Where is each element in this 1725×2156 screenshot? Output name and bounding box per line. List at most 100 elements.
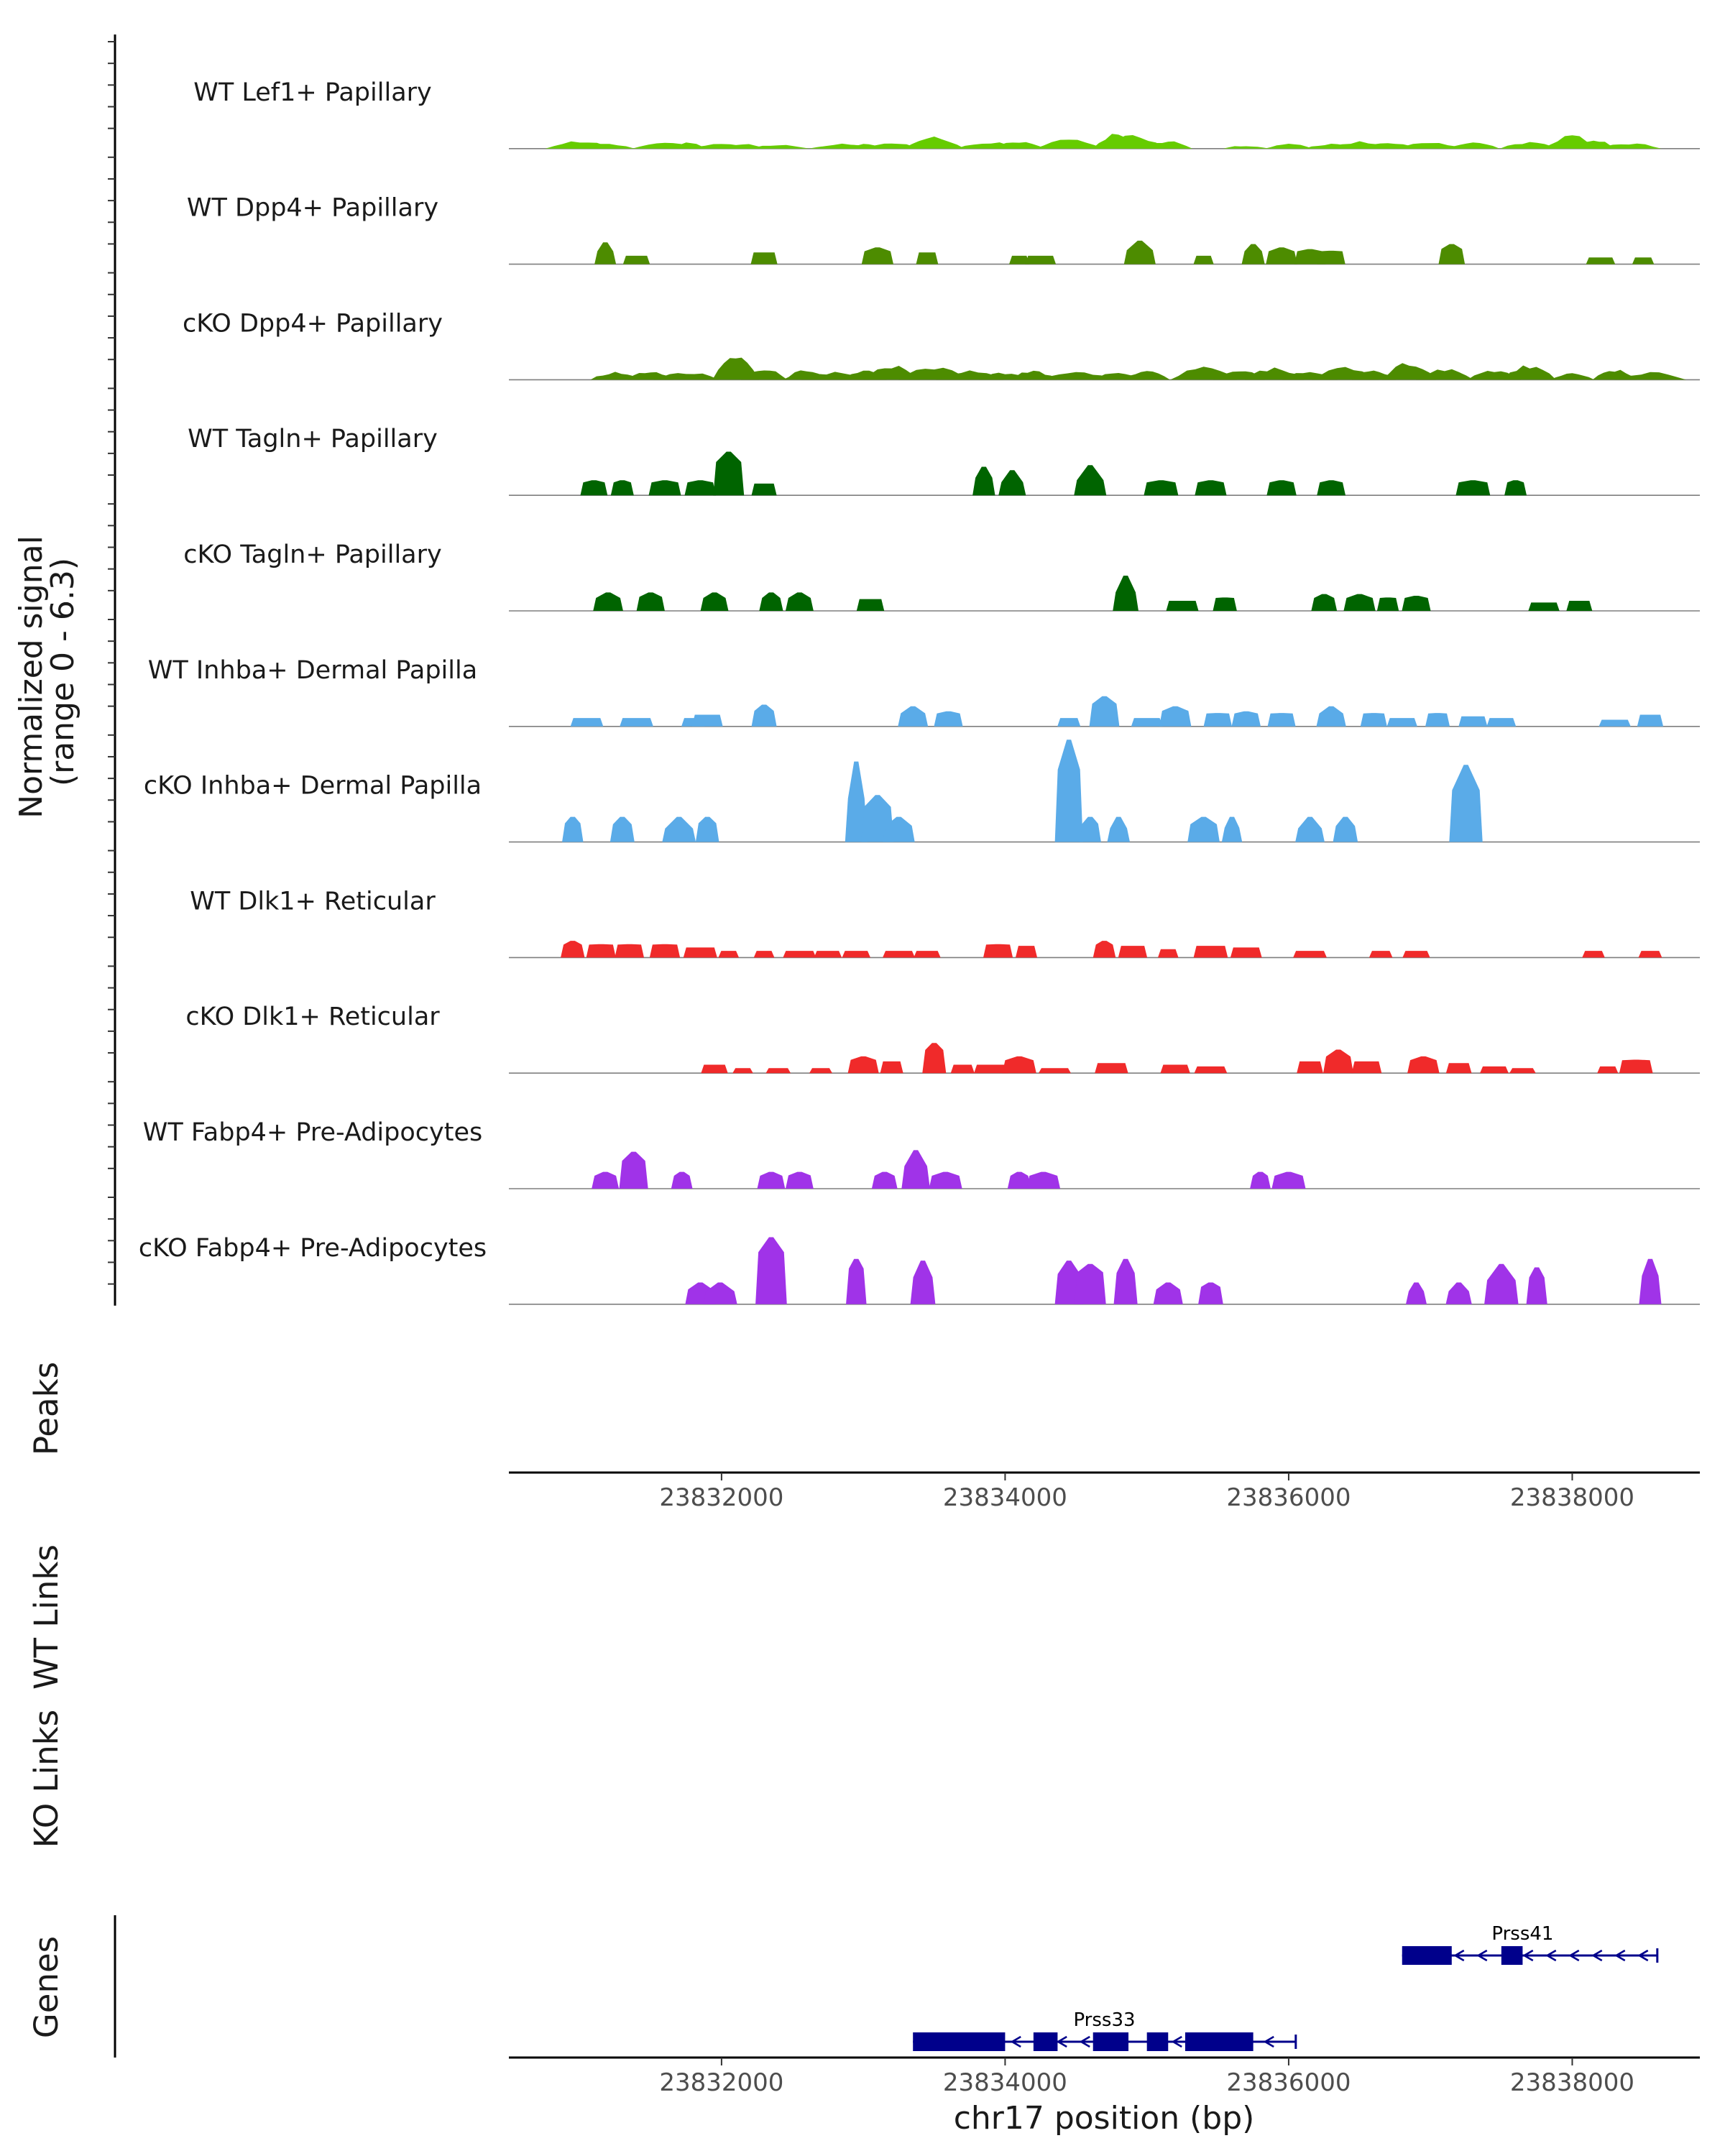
- coverage-peak: [691, 714, 723, 727]
- coverage-peak: [1632, 257, 1655, 264]
- coverage-peak: [1376, 597, 1399, 611]
- coverage-track: WT Tagln+ Papillary: [188, 425, 1700, 497]
- coverage-peak: [1079, 816, 1101, 842]
- coverage-peak: [1144, 480, 1179, 496]
- coverage-peak: [1405, 1282, 1427, 1304]
- coverage-peak: [993, 142, 1046, 149]
- coverage-peak: [592, 1171, 620, 1189]
- coverage-peak: [1271, 1171, 1306, 1189]
- track-label: WT Dlk1+ Reticular: [190, 887, 436, 916]
- gene-exon: [913, 2032, 1006, 2051]
- coverage-peak: [1042, 372, 1110, 380]
- coverage-peak: [1386, 718, 1417, 727]
- coverage-peak: [1009, 255, 1030, 264]
- coverage-peak: [700, 592, 729, 611]
- coverage-peak: [1415, 369, 1473, 380]
- coverage-peak: [1223, 146, 1269, 149]
- coverage-peak: [916, 252, 939, 264]
- coverage-peak: [1407, 1056, 1440, 1074]
- genes-panel-label: Genes: [27, 1936, 65, 2038]
- coverage-peak: [934, 711, 963, 727]
- coverage-peak: [1614, 372, 1686, 380]
- coverage-peak: [1195, 480, 1227, 496]
- gene-exon: [1402, 1946, 1452, 1965]
- coverage-peak: [1038, 1068, 1071, 1074]
- coverage-peak: [580, 480, 608, 496]
- coverage-peak: [751, 704, 777, 727]
- strand-arrow: [1056, 2035, 1067, 2048]
- coverage-peak: [1159, 706, 1192, 727]
- coverage-peak: [998, 470, 1026, 496]
- coverage-peak: [1025, 255, 1057, 264]
- track-label: cKO Dlk1+ Reticular: [185, 1003, 440, 1031]
- coverage-peak: [590, 372, 640, 380]
- strand-arrow: [1171, 2035, 1182, 2048]
- coverage-peak: [1123, 240, 1156, 264]
- coverage-peak: [1596, 143, 1662, 149]
- coverage-peak: [846, 1258, 867, 1304]
- coverage-peak: [1241, 244, 1265, 264]
- x-tick-label: 23834000: [943, 1483, 1067, 1512]
- strand-arrow: [1637, 1949, 1649, 1962]
- coverage-peak: [1267, 713, 1296, 727]
- coverage-peak: [751, 483, 777, 496]
- coverage-peak: [1637, 714, 1664, 727]
- y-axis-title: Normalized signal (range 0 - 6.3): [13, 525, 81, 819]
- coverage-peak: [922, 1043, 947, 1074]
- coverage-peak: [1598, 719, 1631, 727]
- coverage-track: cKO Tagln+ Papillary: [183, 540, 1700, 612]
- coverage-peak: [1198, 1282, 1223, 1304]
- coverage-peak: [856, 599, 885, 611]
- coverage-peak: [684, 480, 717, 496]
- coverage-track: WT Dpp4+ Papillary: [187, 194, 1700, 265]
- coverage-track: WT Dlk1+ Reticular: [190, 887, 1700, 959]
- coverage-peak: [619, 1151, 648, 1189]
- coverage-peak: [1638, 951, 1662, 958]
- coverage-peak: [1026, 1171, 1061, 1189]
- coverage-peak: [732, 1068, 753, 1074]
- coverage-track: WT Lef1+ Papillary: [193, 78, 1700, 149]
- coverage-peak: [1343, 594, 1376, 611]
- track-label: cKO Fabp4+ Pre-Adipocytes: [139, 1234, 487, 1263]
- coverage-peak: [1360, 713, 1387, 727]
- coverage-peak: [1118, 946, 1148, 958]
- y-axis-title-line2: (range 0 - 6.3): [45, 558, 81, 786]
- coverage-peak: [1619, 1059, 1653, 1074]
- coverage-peak: [814, 951, 842, 958]
- coverage-peak: [1194, 1066, 1228, 1074]
- track-label: WT Lef1+ Papillary: [193, 78, 432, 107]
- coverage-peak: [883, 816, 915, 842]
- coverage-peak: [901, 1150, 930, 1189]
- coverage-peak: [1480, 1066, 1509, 1074]
- coverage-peak: [1293, 951, 1327, 958]
- strand-arrow: [1263, 2035, 1274, 2048]
- coverage-peak: [1250, 1171, 1271, 1189]
- coverage-peak: [1187, 816, 1220, 842]
- coverage-peak: [1586, 257, 1616, 264]
- coverage-peak: [1295, 816, 1325, 842]
- coverage-peak: [649, 944, 681, 958]
- coverage-peak: [753, 951, 775, 958]
- coverage-peak: [1153, 1282, 1183, 1304]
- coverage-peak: [1157, 949, 1179, 958]
- gene-exon: [1033, 2032, 1058, 2051]
- track-label: cKO Inhba+ Dermal Papilla: [144, 772, 482, 801]
- coverage-peak: [1057, 718, 1081, 727]
- coverage-peak: [1509, 1068, 1536, 1074]
- coverage-peak: [1297, 1061, 1323, 1074]
- coverage-peak: [1316, 706, 1346, 727]
- coverage-peak: [1597, 1066, 1619, 1074]
- coverage-peak: [1402, 596, 1431, 611]
- coverage-peak: [683, 947, 717, 958]
- coverage-peak: [1425, 713, 1450, 727]
- coverage-peak: [1528, 602, 1560, 611]
- coverage-peak: [701, 1064, 728, 1074]
- coverage-peak: [1034, 139, 1104, 149]
- coverage-peak: [1113, 576, 1138, 611]
- coverage-peak: [759, 592, 783, 611]
- track-label: cKO Dpp4+ Papillary: [183, 309, 443, 338]
- coverage-peak: [1351, 1061, 1382, 1074]
- coverage-peak: [1266, 247, 1297, 264]
- coverage-peak: [1311, 594, 1338, 611]
- coverage-peak: [1566, 601, 1593, 611]
